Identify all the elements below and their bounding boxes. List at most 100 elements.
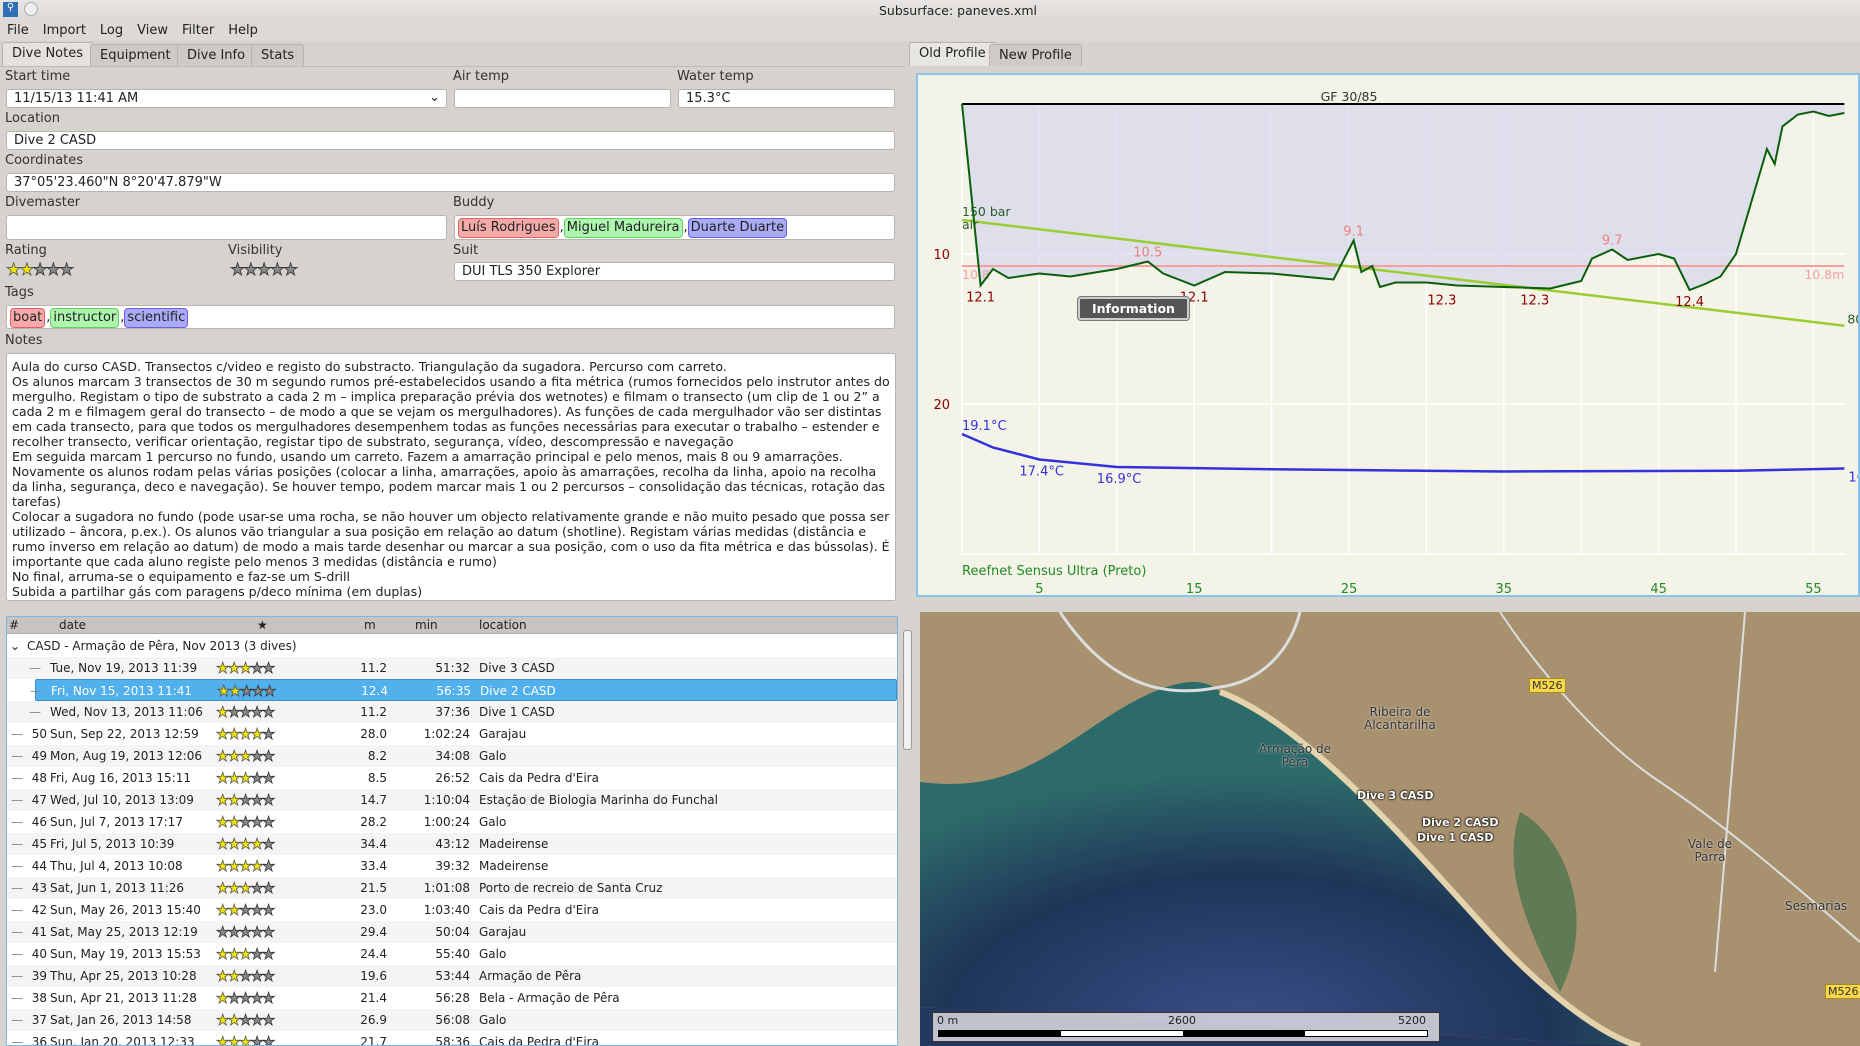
star-icon[interactable]: ★ (227, 1033, 241, 1046)
tab-dive-notes[interactable]: Dive Notes (2, 42, 93, 66)
buddy-chip[interactable]: Duarte Duarte (687, 218, 788, 238)
star-icon[interactable]: ★ (228, 682, 242, 701)
star-icon[interactable]: ★ (238, 945, 252, 964)
column-rating[interactable]: ★ (257, 618, 268, 632)
star-icon[interactable]: ★ (238, 725, 252, 744)
star-icon[interactable]: ★ (32, 260, 48, 280)
menu-view[interactable]: View (137, 23, 169, 38)
star-icon[interactable]: ★ (216, 945, 230, 964)
star-icon[interactable]: ★ (227, 769, 241, 788)
star-icon[interactable]: ★ (216, 725, 230, 744)
star-icon[interactable]: ★ (238, 703, 252, 722)
star-icon[interactable]: ★ (238, 1011, 252, 1030)
star-icon[interactable]: ★ (216, 1033, 230, 1046)
chevron-down-icon[interactable]: ⌄ (429, 90, 440, 105)
star-icon[interactable]: ★ (250, 989, 264, 1008)
star-icon[interactable]: ★ (250, 659, 264, 678)
scrollbar-thumb[interactable] (903, 630, 912, 750)
trip-row[interactable]: ⌄ CASD - Armação de Pêra, Nov 2013 (3 di… (7, 635, 897, 657)
star-icon[interactable]: ★ (250, 879, 264, 898)
star-icon[interactable]: ★ (250, 835, 264, 854)
column-date[interactable]: date (59, 618, 87, 632)
coordinates-field[interactable]: 37°05'23.460"N 8°20'47.879"W (6, 173, 895, 192)
star-icon[interactable]: ★ (227, 791, 241, 810)
star-icon[interactable]: ★ (261, 989, 275, 1008)
air-temp-field[interactable] (454, 89, 671, 108)
tab-dive-info[interactable]: Dive Info (177, 44, 256, 66)
dive-row[interactable]: —37 Sat, Jan 26, 2013 14:58 ★★★★★ 26.9 56:08… (7, 1009, 897, 1031)
star-icon[interactable]: ★ (238, 769, 252, 788)
star-icon[interactable]: ★ (238, 791, 252, 810)
star-icon[interactable]: ★ (261, 769, 275, 788)
star-icon[interactable]: ★ (216, 857, 230, 876)
dive-row[interactable]: —46 Sun, Jul 7, 2013 17:17 ★★★★★ 28.2 1:00:2… (7, 811, 897, 833)
star-icon[interactable]: ★ (261, 791, 275, 810)
star-icon[interactable]: ★ (250, 703, 264, 722)
dive-row[interactable]: — Fri, Nov 15, 2013 11:41 ★★★★★ 12.4 56:35 Di… (30, 679, 897, 701)
menu-file[interactable]: File (7, 23, 29, 38)
dive-row[interactable]: —36 Sun, Jan 20, 2013 12:33 ★★★★★ 21.7 58:36… (7, 1031, 897, 1046)
star-icon[interactable]: ★ (216, 923, 230, 942)
star-icon[interactable]: ★ (238, 1033, 252, 1046)
star-icon[interactable]: ★ (250, 967, 264, 986)
star-icon[interactable]: ★ (251, 682, 265, 701)
star-icon[interactable]: ★ (243, 260, 259, 280)
star-icon[interactable]: ★ (227, 725, 241, 744)
menu-help[interactable]: Help (228, 23, 258, 38)
star-icon[interactable]: ★ (261, 945, 275, 964)
dive-row[interactable]: — Tue, Nov 19, 2013 11:39 ★★★★★ 11.2 51:32 Di… (7, 657, 897, 679)
star-icon[interactable]: ★ (238, 989, 252, 1008)
column-location[interactable]: location (479, 618, 527, 632)
star-icon[interactable]: ★ (19, 260, 35, 280)
column-duration[interactable]: min (415, 618, 438, 632)
star-icon[interactable]: ★ (250, 901, 264, 920)
dive-row[interactable]: —39 Thu, Apr 25, 2013 10:28 ★★★★★ 19.6 53:44… (7, 965, 897, 987)
star-icon[interactable]: ★ (250, 813, 264, 832)
tag-chip[interactable]: instructor (50, 308, 120, 328)
dive-marker-label[interactable]: Dive 3 CASD (1357, 789, 1434, 802)
information-button[interactable]: Information (1077, 296, 1190, 321)
star-icon[interactable]: ★ (256, 260, 272, 280)
star-icon[interactable]: ★ (250, 791, 264, 810)
star-icon[interactable]: ★ (45, 260, 61, 280)
star-icon[interactable]: ★ (261, 725, 275, 744)
star-icon[interactable]: ★ (261, 1011, 275, 1030)
star-icon[interactable]: ★ (261, 879, 275, 898)
dive-row[interactable]: —48 Fri, Aug 16, 2013 15:11 ★★★★★ 8.5 26:52 C… (7, 767, 897, 789)
star-icon[interactable]: ★ (216, 813, 230, 832)
star-icon[interactable]: ★ (250, 725, 264, 744)
menu-log[interactable]: Log (99, 23, 124, 38)
star-icon[interactable]: ★ (238, 967, 252, 986)
star-icon[interactable]: ★ (227, 659, 241, 678)
collapse-icon[interactable]: ⌄ (10, 639, 21, 653)
star-icon[interactable]: ★ (227, 747, 241, 766)
divemaster-field[interactable] (6, 215, 447, 240)
tab-equipment[interactable]: Equipment (90, 44, 181, 66)
star-icon[interactable]: ★ (238, 923, 252, 942)
visibility-stars[interactable]: ★★★★★ (230, 260, 299, 280)
star-icon[interactable]: ★ (261, 857, 275, 876)
star-icon[interactable]: ★ (250, 857, 264, 876)
star-icon[interactable]: ★ (250, 945, 264, 964)
star-icon[interactable]: ★ (227, 923, 241, 942)
window-menu-button[interactable] (24, 2, 38, 16)
star-icon[interactable]: ★ (238, 835, 252, 854)
dive-marker-label[interactable]: Dive 2 CASD (1422, 816, 1499, 829)
star-icon[interactable]: ★ (227, 901, 241, 920)
star-icon[interactable]: ★ (261, 747, 275, 766)
tags-field[interactable]: boat, instructor, scientific (6, 305, 895, 329)
dive-row[interactable]: —45 Fri, Jul 5, 2013 10:39 ★★★★★ 34.4 43:12 M… (7, 833, 897, 855)
buddy-field[interactable]: Luís Rodrigues, Miguel Madureira, Duarte D… (454, 215, 895, 240)
star-icon[interactable]: ★ (59, 260, 75, 280)
star-icon[interactable]: ★ (238, 857, 252, 876)
star-icon[interactable]: ★ (216, 835, 230, 854)
star-icon[interactable]: ★ (227, 879, 241, 898)
star-icon[interactable]: ★ (216, 703, 230, 722)
star-icon[interactable]: ★ (238, 813, 252, 832)
star-icon[interactable]: ★ (227, 857, 241, 876)
star-icon[interactable]: ★ (261, 813, 275, 832)
star-icon[interactable]: ★ (216, 989, 230, 1008)
dive-row[interactable]: —41 Sat, May 25, 2013 12:19 ★★★★★ 29.4 50:04… (7, 921, 897, 943)
star-icon[interactable]: ★ (216, 967, 230, 986)
dive-list-scrollbar[interactable] (901, 616, 914, 1046)
